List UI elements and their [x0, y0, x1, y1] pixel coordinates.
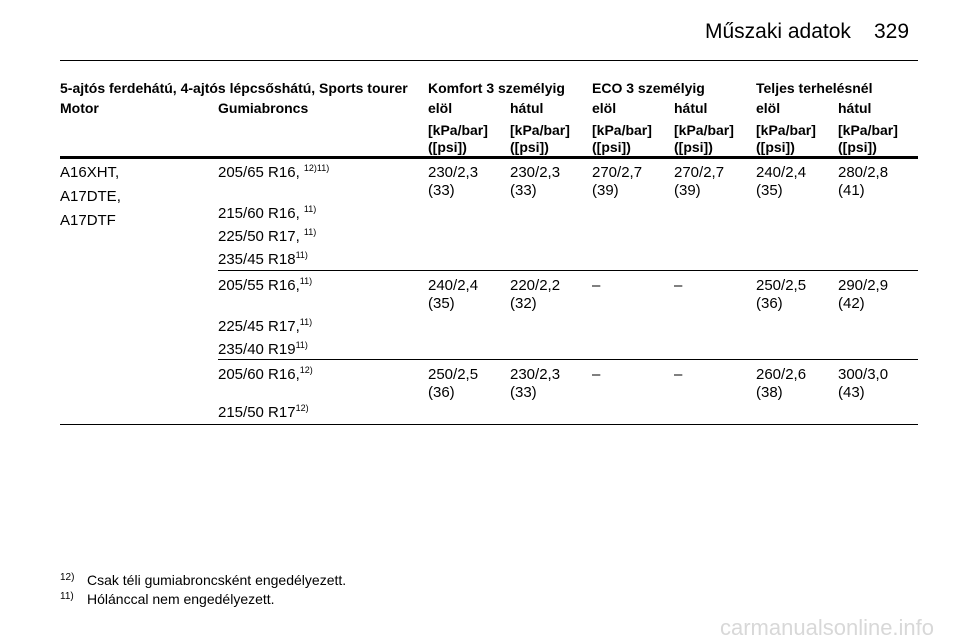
pressure: (35) — [756, 182, 783, 199]
page-title: Műszaki adatok — [705, 20, 851, 43]
tyre: 235/45 R1811) — [218, 250, 308, 269]
footnote-ref: 11) — [303, 227, 317, 237]
tyre: 215/50 R1712) — [218, 403, 309, 422]
column-header: Motor — [60, 100, 99, 116]
motor: A17DTE, — [60, 188, 121, 205]
tyre: 235/40 R1911) — [218, 340, 308, 359]
motor: A17DTF — [60, 212, 116, 229]
unit-label: ([psi]) — [838, 139, 877, 155]
tyre: 215/60 R16, 11) — [218, 204, 317, 223]
column-header: Gumiabroncs — [218, 100, 309, 116]
pressure: – — [592, 277, 601, 294]
group-header: Komfort 3 személyig — [428, 80, 565, 96]
footnote-ref: 11) — [295, 340, 308, 350]
tyre: 205/65 R16, 12)11) — [218, 163, 330, 182]
column-header: elöl — [428, 100, 453, 116]
pressure: (35) — [428, 295, 455, 312]
pressure: 240/2,4 — [756, 164, 807, 181]
pressure: 280/2,8 — [838, 164, 889, 181]
tyre: 205/60 R16,12) — [218, 365, 313, 384]
column-header: elöl — [756, 100, 781, 116]
pressure: 230/2,3 — [510, 164, 561, 181]
tyre-size: 215/60 R16, — [218, 205, 304, 222]
pressure: 260/2,6 — [756, 366, 807, 383]
footnote-ref: 11) — [295, 250, 308, 260]
pressure: 300/3,0 — [838, 366, 889, 383]
column-header: hátul — [674, 100, 708, 116]
footnote-ref: 12) — [295, 403, 309, 413]
unit-label: ([psi]) — [592, 139, 631, 155]
pressure: 240/2,4 — [428, 277, 479, 294]
tyre-size: 225/45 R17, — [218, 318, 300, 335]
pressure: (39) — [674, 182, 701, 199]
column-header: hátul — [510, 100, 544, 116]
unit-label: [kPa/bar] — [756, 122, 816, 138]
watermark: carmanualsonline.info — [720, 615, 935, 640]
pressure: (42) — [838, 295, 865, 312]
page-number: 329 — [874, 20, 910, 43]
pressure: – — [674, 277, 683, 294]
footnote-ref: 12) — [299, 365, 313, 375]
pressure: 250/2,5 — [428, 366, 479, 383]
pressure: (32) — [510, 295, 537, 312]
row-rule — [60, 424, 918, 425]
unit-label: ([psi]) — [428, 139, 467, 155]
footnote-ref: 12)11) — [303, 163, 330, 173]
unit-label: [kPa/bar] — [592, 122, 652, 138]
row-rule — [218, 270, 918, 271]
row-rule — [218, 359, 918, 360]
pressure: 290/2,9 — [838, 277, 889, 294]
footnote-ref: 11) — [299, 276, 313, 286]
tyre-size: 225/50 R17, — [218, 228, 304, 245]
footnote-mark: 11) — [60, 591, 74, 602]
column-header: elöl — [592, 100, 617, 116]
unit-label: ([psi]) — [510, 139, 549, 155]
group-header: 5-ajtós ferdehátú, 4-ajtós lépcsőshátú, … — [60, 80, 408, 96]
pressure: (43) — [838, 384, 865, 401]
tyre-size: 205/60 R16, — [218, 366, 300, 383]
footnote-text: Csak téli gumiabroncsként engedélyezett. — [87, 572, 347, 588]
pressure: 230/2,3 — [510, 366, 561, 383]
pressure: 270/2,7 — [592, 164, 643, 181]
unit-label: ([psi]) — [674, 139, 713, 155]
unit-label: [kPa/bar] — [510, 122, 570, 138]
pressure: – — [674, 366, 683, 383]
footnote-mark: 12) — [60, 572, 75, 583]
tyre: 225/50 R17, 11) — [218, 227, 317, 246]
pressure: 230/2,3 — [428, 164, 479, 181]
pressure: (38) — [756, 384, 783, 401]
tyre-size: 205/65 R16, — [218, 164, 304, 181]
pressure: – — [592, 366, 601, 383]
group-header: ECO 3 személyig — [592, 80, 705, 96]
tyre: 205/55 R16,11) — [218, 276, 313, 295]
pressure: (33) — [510, 384, 537, 401]
tyre-size: 235/45 R18 — [218, 251, 296, 268]
pressure: 250/2,5 — [756, 277, 807, 294]
tyre-size: 205/55 R16, — [218, 277, 300, 294]
motor: A16XHT, — [60, 164, 120, 181]
pressure: (39) — [592, 182, 619, 199]
header-rule — [60, 60, 918, 61]
pressure: 220/2,2 — [510, 277, 561, 294]
column-header: hátul — [838, 100, 872, 116]
unit-label: [kPa/bar] — [674, 122, 734, 138]
group-header: Teljes terhelésnél — [756, 80, 873, 96]
pressure: 270/2,7 — [674, 164, 725, 181]
footnote-text: Hólánccal nem engedélyezett. — [87, 591, 275, 607]
pressure: (33) — [428, 182, 455, 199]
pressure: (41) — [838, 182, 865, 199]
table-head-rule — [60, 156, 918, 159]
tyre-size: 235/40 R19 — [218, 341, 296, 358]
footnote-ref: 11) — [303, 204, 317, 214]
unit-label: ([psi]) — [756, 139, 795, 155]
pressure: (36) — [428, 384, 455, 401]
pressure: (36) — [756, 295, 783, 312]
pressure: (33) — [510, 182, 537, 199]
unit-label: [kPa/bar] — [428, 122, 488, 138]
tyre-size: 215/50 R17 — [218, 404, 296, 421]
footnote-ref: 11) — [299, 317, 313, 327]
tyre: 225/45 R17,11) — [218, 317, 313, 336]
unit-label: [kPa/bar] — [838, 122, 898, 138]
